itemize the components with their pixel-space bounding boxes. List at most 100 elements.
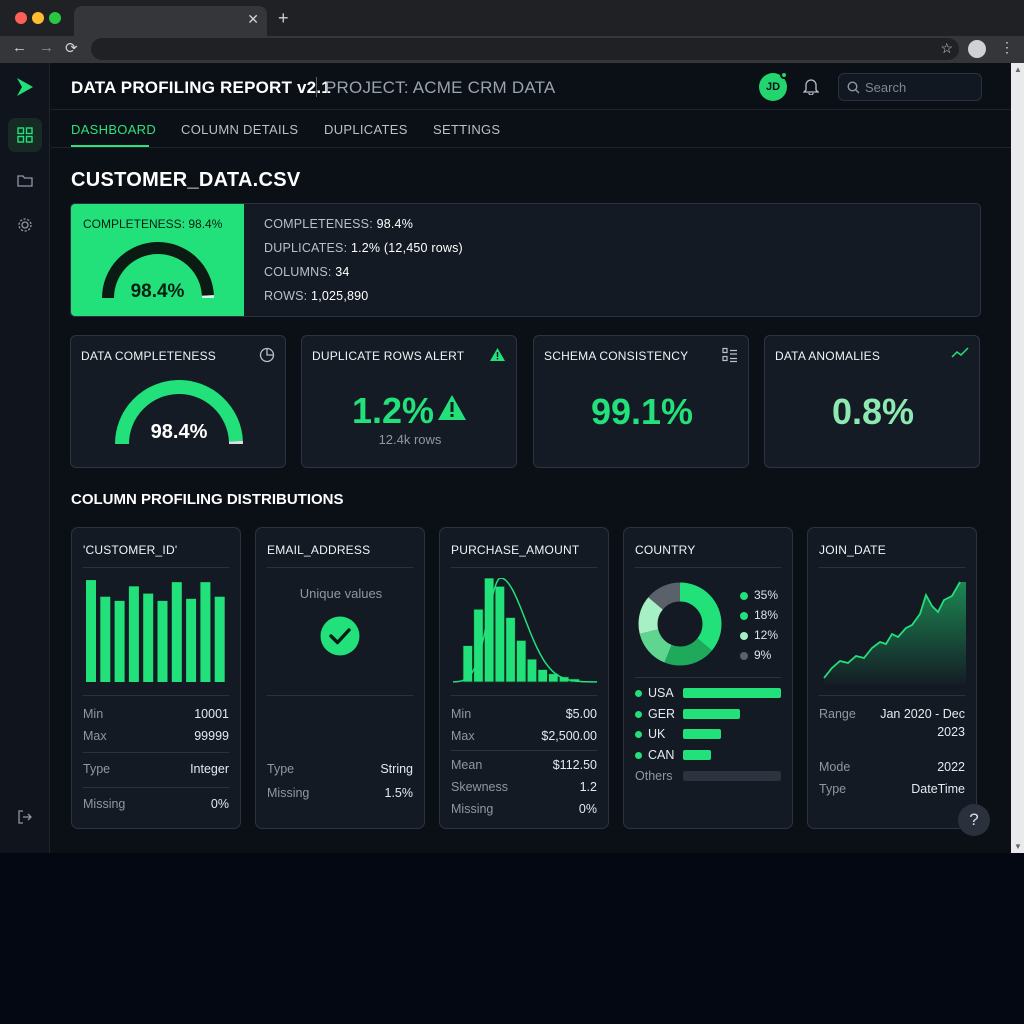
project-name: PROJECT: ACME CRM DATA	[325, 78, 556, 97]
country-donut-chart	[638, 582, 722, 666]
bell-icon[interactable]	[803, 77, 819, 95]
divider	[819, 567, 965, 568]
divider	[83, 787, 229, 788]
minimize-window-icon[interactable]	[32, 12, 44, 24]
summary-panel: COMPLETENESS: 98.4% 98.4% COMPLETENESS: …	[70, 203, 981, 317]
legend-dot	[740, 611, 748, 620]
tab-column-details[interactable]: COLUMN DETAILS	[181, 122, 299, 137]
divider	[451, 695, 597, 696]
country-bar	[683, 729, 722, 740]
donut-slice-can	[638, 582, 722, 666]
scroll-up-icon[interactable]: ▲	[1014, 65, 1022, 74]
country-bar	[683, 770, 781, 781]
browser-tab[interactable]: ✕	[74, 6, 267, 36]
histogram-bar	[86, 580, 96, 682]
stat-type: Type Integer	[83, 762, 229, 776]
tab-settings[interactable]: SETTINGS	[433, 122, 501, 137]
column-card-customer-id[interactable]: 'CUSTOMER_ID' Min 10001 Max 99999 Type Inte…	[71, 527, 241, 829]
kpi-card-completeness[interactable]: DATA COMPLETENESS 98.4%	[70, 335, 286, 468]
close-window-icon[interactable]	[15, 12, 27, 24]
legend-dot	[635, 731, 642, 739]
column-title: 'CUSTOMER_ID'	[83, 543, 178, 557]
histogram-bar	[200, 582, 211, 682]
help-button[interactable]: ?	[958, 804, 990, 836]
histogram-bar	[484, 578, 495, 683]
divider	[451, 750, 597, 751]
search-input[interactable]	[865, 78, 975, 96]
search-icon	[847, 81, 860, 94]
list-check-icon	[722, 347, 737, 363]
area-line	[823, 581, 961, 679]
sidebar-item-logout[interactable]	[8, 800, 42, 834]
sidebar-item-dashboard[interactable]	[8, 118, 42, 152]
column-card-purchase-amount[interactable]: PURCHASE_AMOUNT Min $5.00 Max $2,500.00 Me…	[439, 527, 609, 829]
profile-icon[interactable]	[968, 40, 986, 58]
kpi-value: 1.2%	[352, 390, 435, 431]
folder-icon	[17, 175, 33, 187]
kpi-value: 99.1%	[590, 391, 694, 432]
maximize-window-icon[interactable]	[49, 12, 61, 24]
kpi-title: DATA ANOMALIES	[775, 349, 881, 363]
completeness-label: COMPLETENESS: 98.4%	[83, 217, 223, 231]
stat-max: Max 99999	[83, 729, 229, 743]
country-bar	[683, 708, 740, 719]
forward-icon[interactable]: →	[39, 39, 54, 56]
scrollbar[interactable]: ▲ ▼	[1011, 63, 1024, 853]
stat-completeness: COMPLETENESS: 98.4%	[264, 217, 414, 231]
donut-legend-item: 12%	[740, 628, 778, 642]
unique-values-text: Unique values	[299, 586, 383, 601]
legend-dot	[740, 631, 748, 640]
kpi-card-anomalies[interactable]: DATA ANOMALIES 0.8%	[764, 335, 980, 468]
histogram-bar	[473, 608, 484, 683]
stat-mean: Mean $112.50	[451, 758, 597, 772]
tab-duplicates[interactable]: DUPLICATES	[324, 122, 408, 137]
search-box[interactable]	[838, 73, 982, 101]
scroll-down-icon[interactable]: ▼	[1014, 842, 1022, 851]
join-date-area-chart	[823, 581, 966, 684]
active-tab-indicator	[71, 145, 149, 147]
histogram-bar	[186, 598, 197, 682]
back-icon[interactable]: ←	[12, 39, 27, 56]
divider	[451, 567, 597, 568]
histogram-bar	[494, 585, 505, 683]
app-header: DATA PROFILING REPORT v2.1 PROJECT: ACME…	[51, 63, 1011, 110]
completeness-kpi-gauge	[115, 380, 243, 445]
kpi-card-schema[interactable]: SCHEMA CONSISTENCY 99.1%	[533, 335, 749, 468]
donut-slice-ger	[638, 582, 722, 666]
section-title: COLUMN PROFILING DISTRIBUTIONS	[71, 491, 344, 508]
reload-icon[interactable]: ⟳	[65, 40, 78, 57]
logo-icon	[17, 78, 33, 96]
histogram-bar	[128, 586, 139, 682]
address-bar[interactable]: ☆	[91, 38, 959, 60]
density-curve	[452, 578, 598, 683]
legend-dot	[740, 651, 748, 660]
column-card-country[interactable]: COUNTRY 35% 18% 12% 9% USA GER UK CAN Others	[623, 527, 793, 829]
divider	[819, 695, 965, 696]
column-card-join-date[interactable]: JOIN_DATE Range Jan 2020 - Dec 2023 Mode 2…	[807, 527, 977, 829]
online-status-dot	[780, 71, 788, 79]
stat-type: Type DateTime	[819, 782, 965, 796]
stat-max: Max $2,500.00	[451, 729, 597, 743]
divider	[83, 752, 229, 753]
bookmark-star-icon[interactable]: ☆	[940, 40, 953, 56]
browser-menu-icon[interactable]: ⋮	[1000, 39, 1014, 55]
donut-slice-others	[638, 582, 722, 666]
sidebar	[0, 63, 50, 853]
nav-tabs: DASHBOARD COLUMN DETAILS DUPLICATES SETT…	[51, 110, 1011, 148]
histogram-bar	[214, 596, 225, 682]
kpi-card-duplicates[interactable]: DUPLICATE ROWS ALERT 1.2% 12.4k rows	[301, 335, 517, 468]
tab-close-icon[interactable]: ✕	[247, 11, 259, 27]
column-card-email[interactable]: EMAIL_ADDRESS Unique values Type String M…	[255, 527, 425, 829]
histogram-bar	[537, 669, 548, 683]
warning-icon	[490, 348, 505, 361]
histogram-bar	[157, 600, 168, 682]
new-tab-icon[interactable]: +	[278, 8, 289, 28]
completeness-tile: COMPLETENESS: 98.4% 98.4%	[71, 204, 244, 316]
sidebar-item-settings[interactable]	[8, 208, 42, 242]
sidebar-item-files[interactable]	[8, 163, 42, 197]
column-title: COUNTRY	[635, 543, 696, 557]
kpi-title: DATA COMPLETENESS	[81, 349, 216, 363]
country-label: UK	[648, 727, 666, 742]
tab-dashboard[interactable]: DASHBOARD	[71, 122, 157, 137]
column-title: PURCHASE_AMOUNT	[451, 543, 580, 557]
